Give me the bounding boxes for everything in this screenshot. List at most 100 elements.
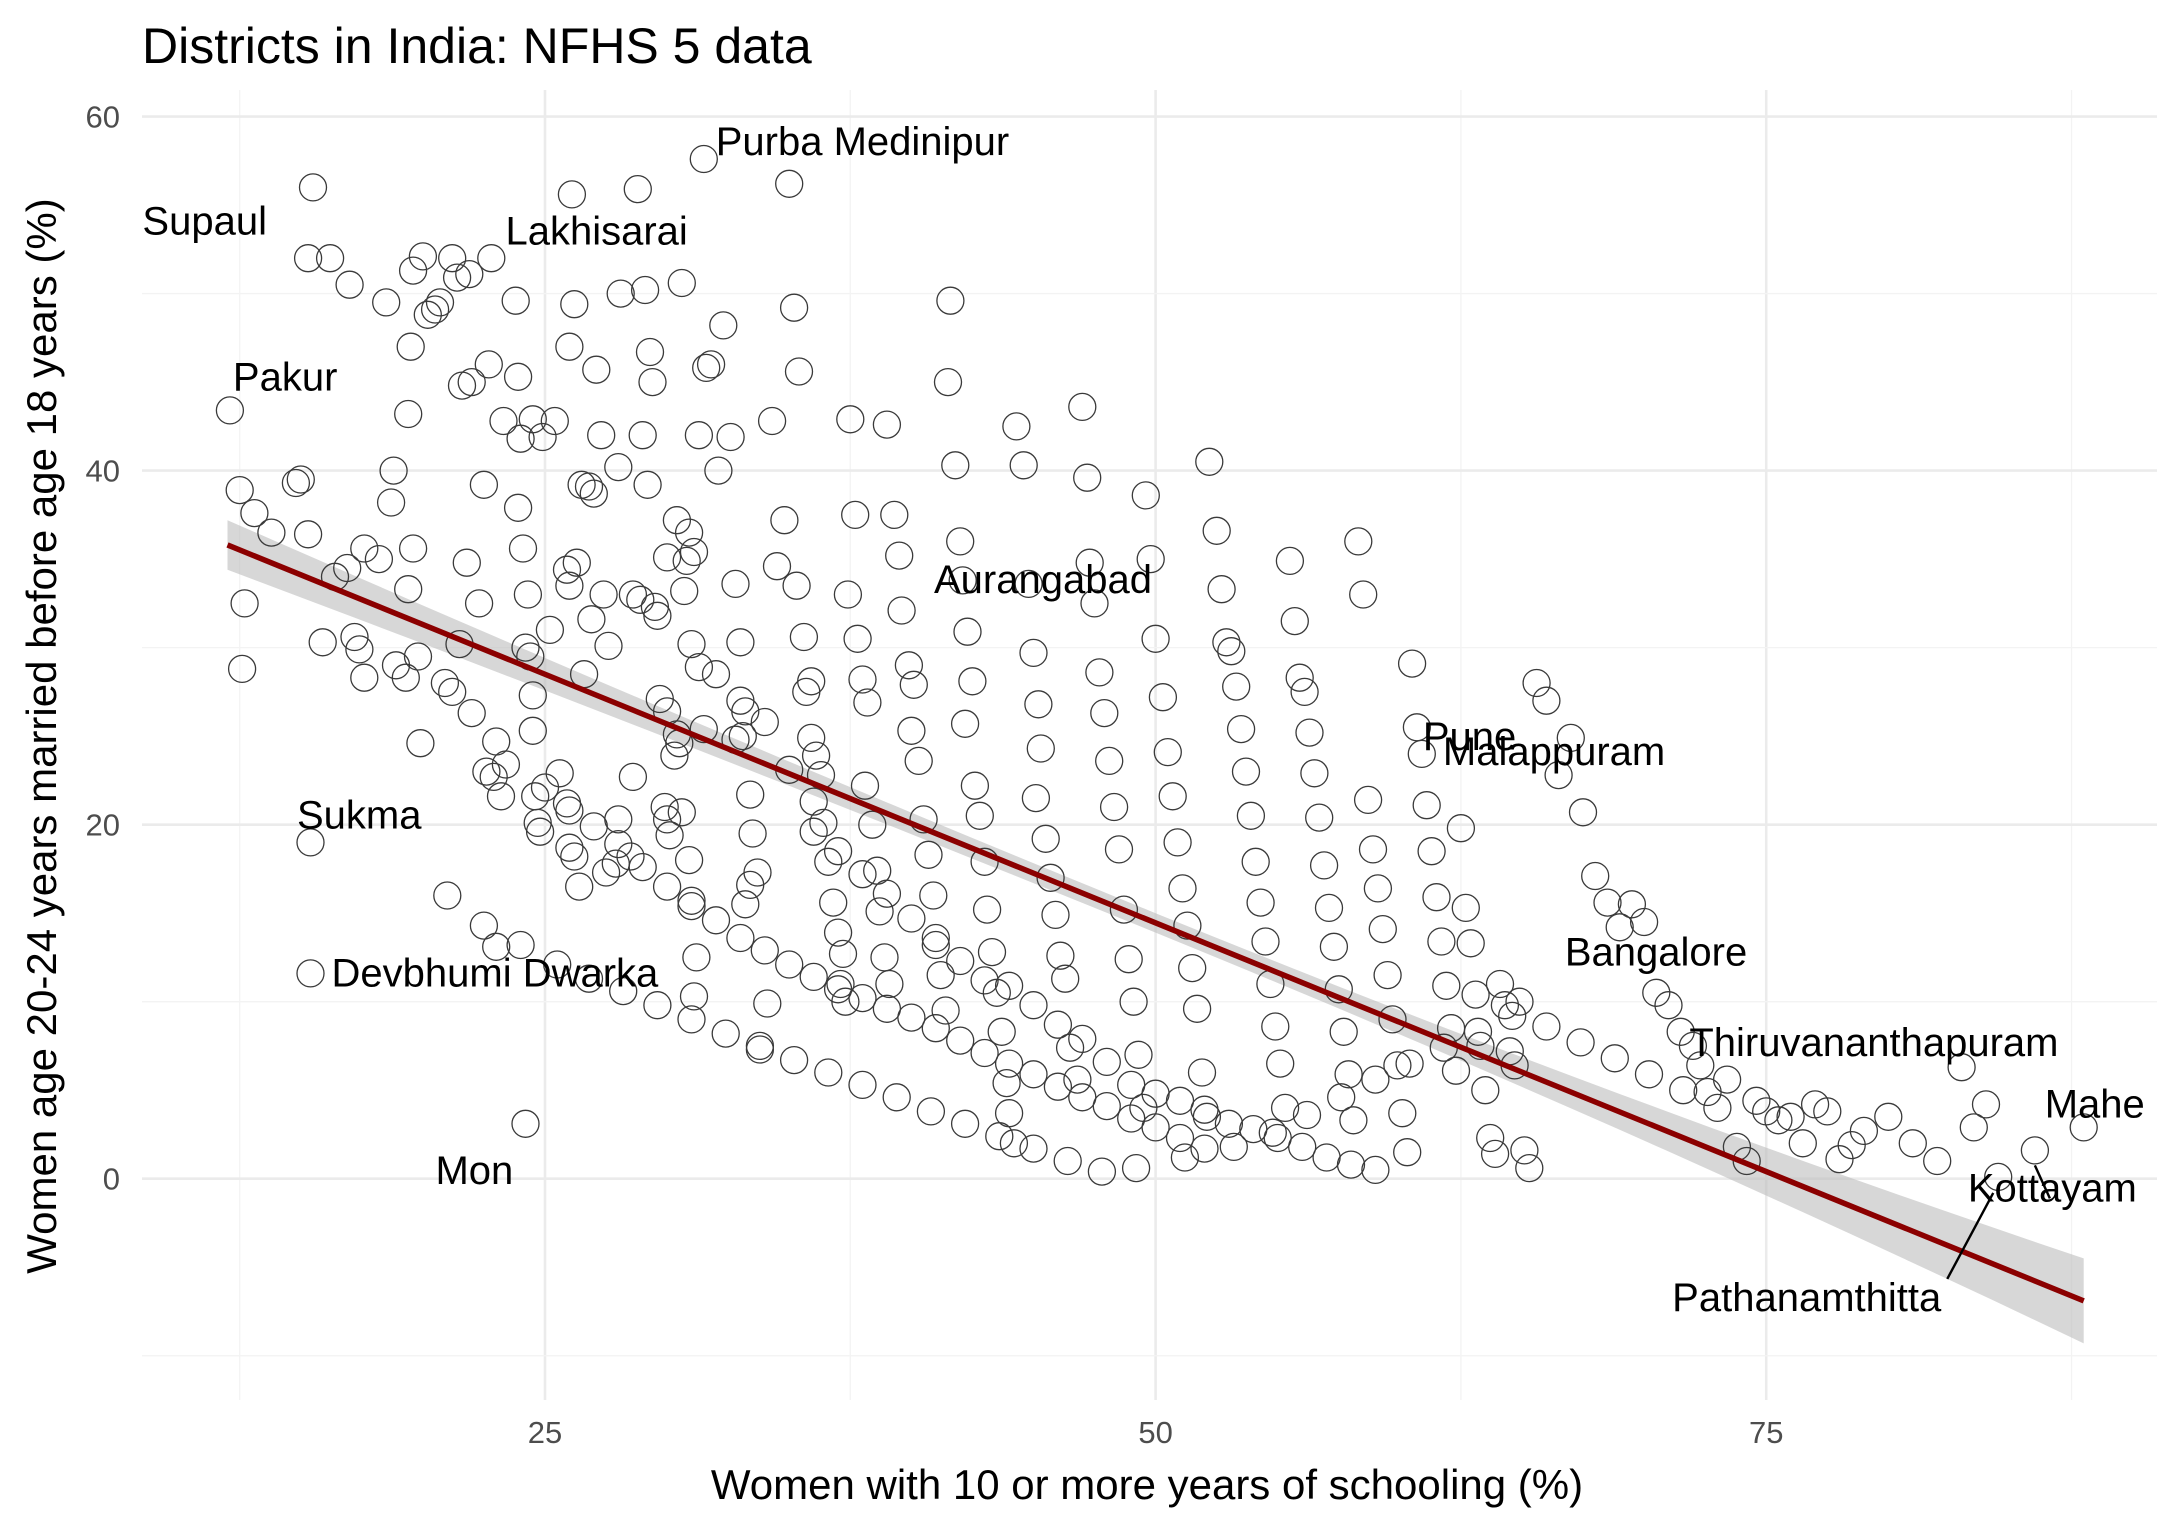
data-point (709, 311, 738, 340)
data-point (1471, 1076, 1500, 1105)
data-point (789, 622, 819, 652)
data-point (897, 904, 926, 933)
data-point (1080, 589, 1109, 618)
data-point (965, 801, 994, 830)
data-point (1378, 1005, 1407, 1034)
data-point (1092, 1047, 1121, 1077)
data-point (394, 399, 423, 429)
data-point (870, 943, 899, 972)
data-point (652, 543, 682, 572)
data-point (618, 762, 648, 792)
data-point (1669, 1076, 1698, 1105)
data-point (1182, 994, 1212, 1023)
data-point (1019, 638, 1048, 668)
data-point (364, 544, 394, 574)
data-point (1295, 718, 1324, 747)
data-point (582, 355, 611, 384)
y-axis-ticks: 0 20 40 60 (86, 100, 120, 1197)
data-point (557, 180, 587, 209)
data-point (315, 244, 345, 273)
data-point (1019, 1134, 1048, 1163)
data-point (1258, 1118, 1287, 1147)
data-point (1090, 698, 1119, 728)
data-point (1270, 1093, 1300, 1123)
data-point (543, 950, 572, 979)
data-point (618, 580, 648, 609)
data-point (799, 817, 828, 846)
data-point (1427, 927, 1456, 956)
data-point (482, 932, 511, 961)
data-point (799, 787, 828, 816)
data-point (897, 716, 926, 745)
data-point (797, 723, 826, 753)
data-point (1532, 1012, 1561, 1041)
data-point (372, 288, 401, 317)
data-point (936, 286, 965, 315)
data-point (477, 244, 506, 273)
data-point (1600, 1044, 1629, 1073)
data-point (1163, 828, 1192, 857)
data-point (2069, 1113, 2098, 1142)
data-point (848, 983, 877, 1013)
data-point (1119, 987, 1148, 1016)
data-point (750, 707, 779, 737)
data-point (721, 569, 750, 599)
data-point (1544, 760, 1573, 790)
data-point (692, 353, 721, 383)
data-point (1075, 548, 1104, 577)
data-point (1117, 1070, 1146, 1100)
data-point (887, 596, 916, 625)
data-point (931, 996, 960, 1025)
data-point (1476, 1123, 1505, 1153)
data-point (482, 727, 511, 756)
data-point (728, 721, 757, 751)
data-point (1195, 447, 1224, 476)
data-point (350, 663, 379, 692)
data-point (1923, 1146, 1952, 1176)
district-label: Thiruvananthapuram (1689, 1021, 2058, 1065)
data-point (577, 605, 606, 634)
data-point (555, 332, 584, 361)
data-point (775, 169, 804, 198)
data-point (574, 472, 604, 501)
data-point (1383, 1051, 1412, 1080)
data-point (489, 406, 518, 436)
x-tick-label: 75 (1749, 1415, 1783, 1450)
data-point (970, 1038, 999, 1068)
data-point (1329, 1017, 1358, 1046)
data-point (848, 860, 877, 889)
data-point (560, 842, 589, 871)
data-point (684, 421, 714, 450)
y-tick-label: 40 (86, 454, 120, 489)
data-point (308, 628, 337, 657)
district-label: Mon (435, 1149, 513, 1193)
data-point (1241, 847, 1270, 876)
data-point (508, 534, 538, 563)
data-point (518, 405, 547, 434)
data-point (457, 698, 486, 728)
data-point (442, 263, 472, 292)
data-point (711, 1019, 740, 1048)
x-tick-label: 50 (1138, 1415, 1172, 1450)
data-point (1021, 783, 1051, 813)
data-point (1666, 1017, 1695, 1046)
district-label: Pune (1423, 715, 1516, 759)
district-label: Kottayam (1968, 1166, 2137, 1210)
data-point (1095, 746, 1124, 776)
data-point (1019, 1060, 1048, 1089)
data-point (682, 943, 711, 972)
data-point (999, 1129, 1029, 1158)
data-point (1461, 980, 1490, 1009)
data-point (750, 936, 779, 965)
data-point (792, 677, 821, 707)
data-point (335, 270, 364, 299)
data-point (579, 812, 608, 841)
data-point (731, 697, 760, 726)
data-point (853, 688, 882, 717)
data-point (779, 1045, 809, 1075)
data-point (977, 937, 1007, 967)
chart-title: Districts in India: NFHS 5 data (142, 18, 812, 74)
x-axis-ticks: 25 50 75 (528, 1415, 1784, 1450)
data-point (1099, 792, 1129, 822)
data-point (779, 293, 809, 322)
